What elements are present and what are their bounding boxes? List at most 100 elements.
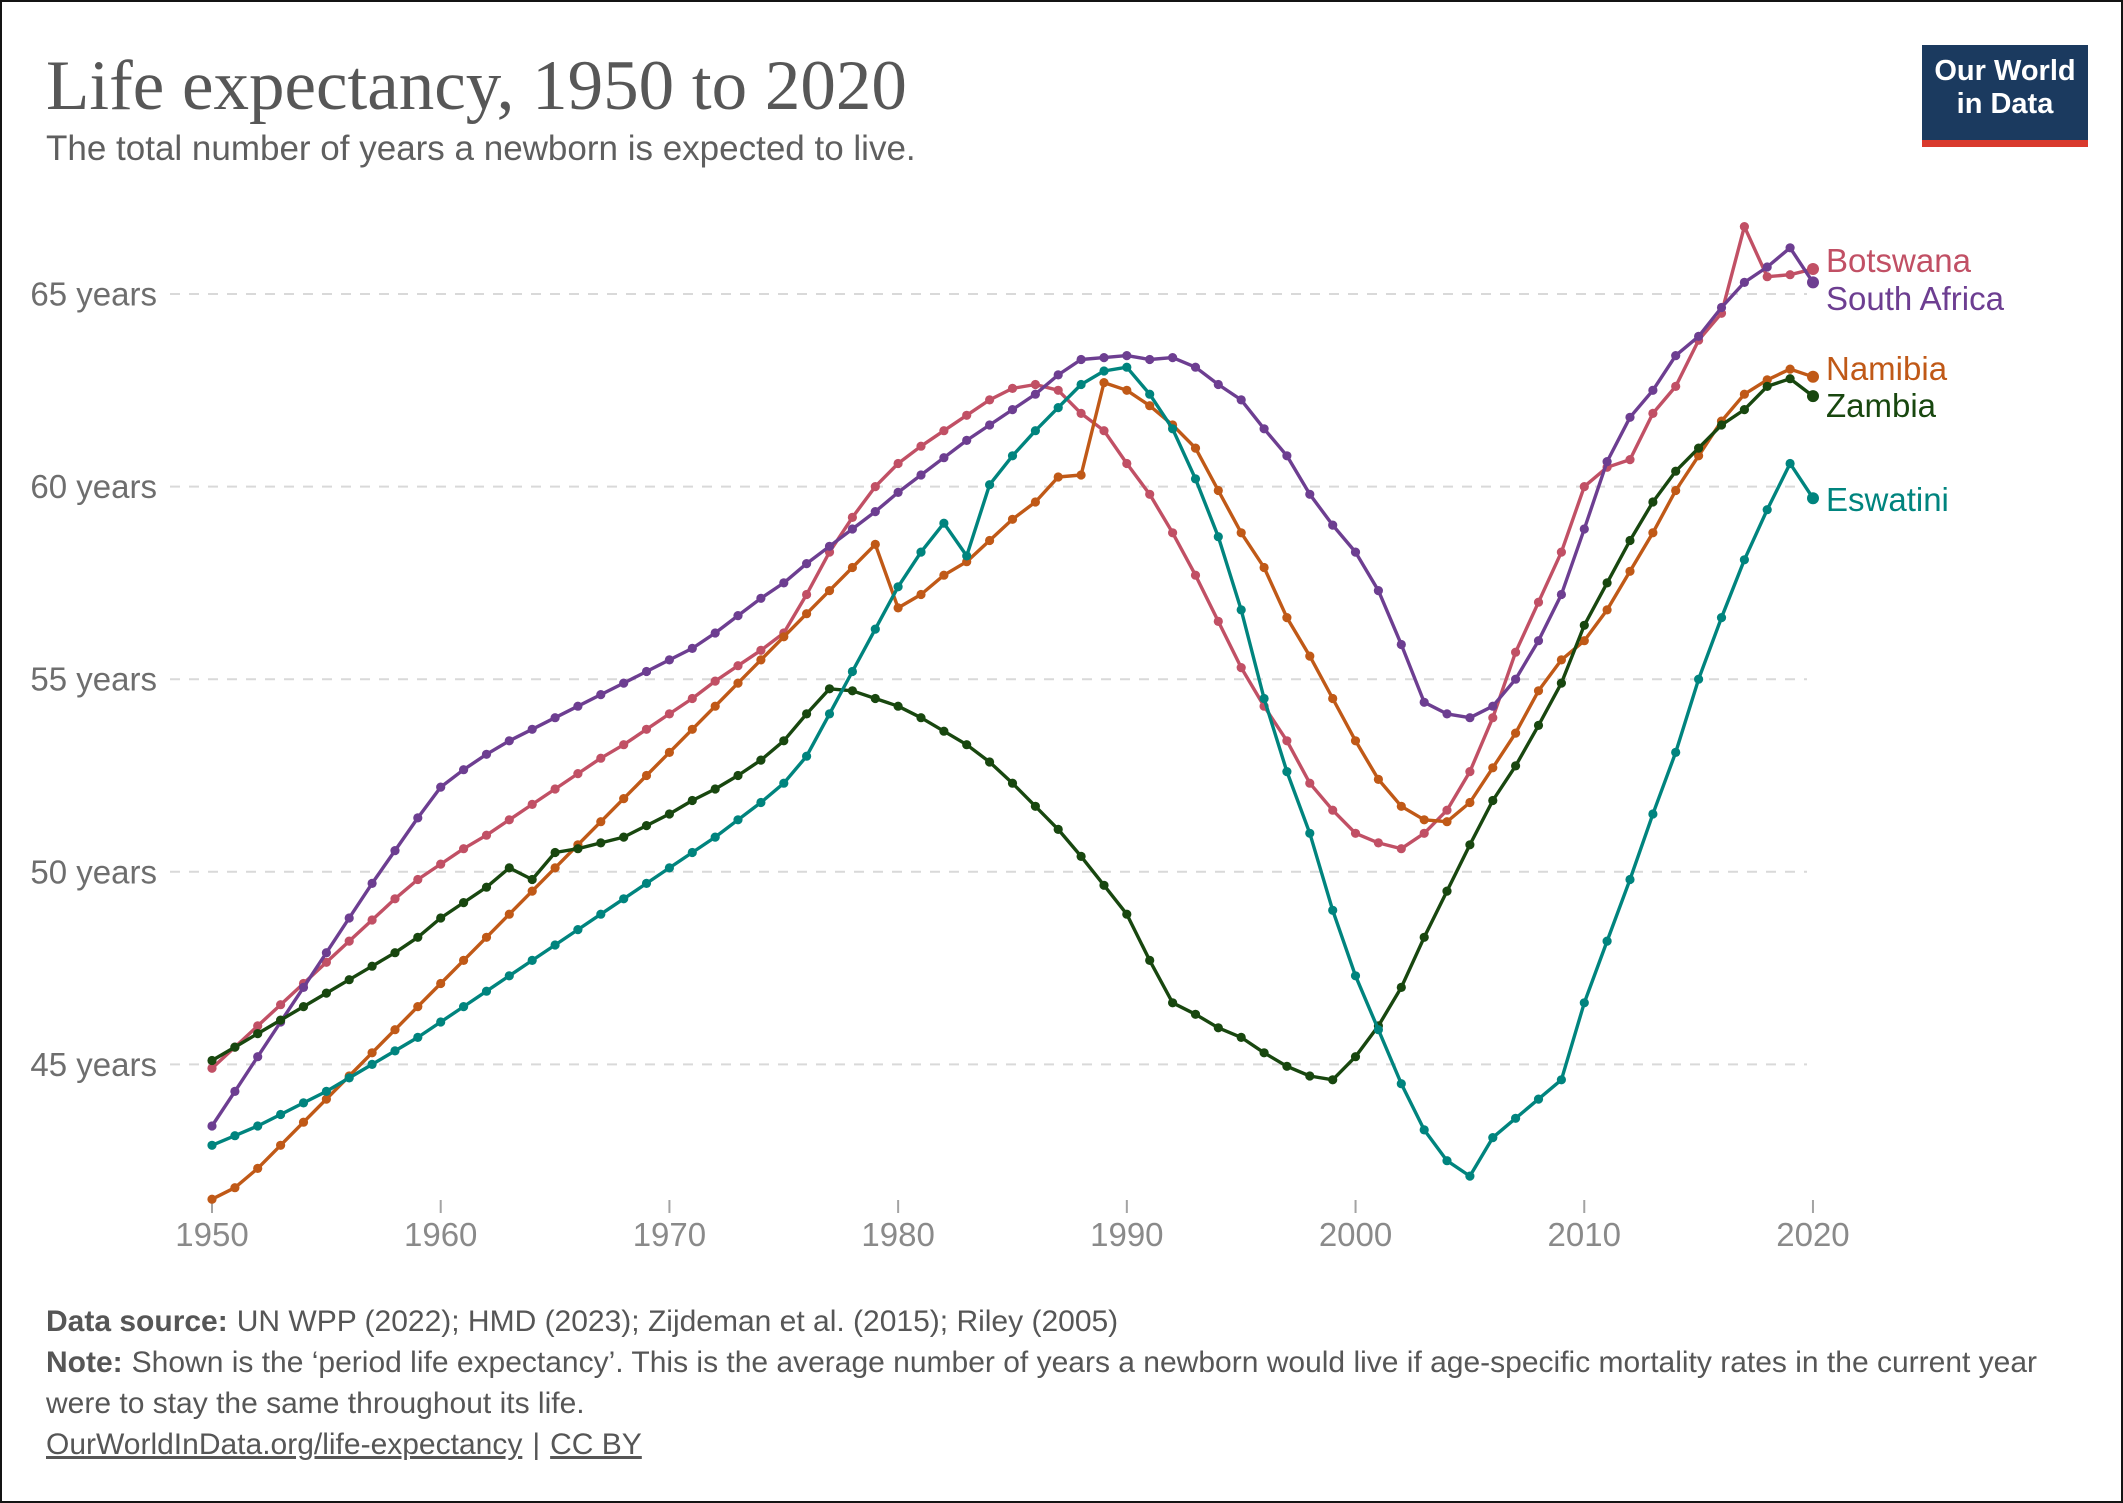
data-point-eswatini-1975 bbox=[779, 778, 789, 788]
data-point-zambia-1989 bbox=[1099, 880, 1109, 890]
y-axis-label-50: 50 years bbox=[30, 853, 157, 890]
data-point-namibia-1982 bbox=[939, 570, 949, 580]
data-point-botswana-2012 bbox=[1625, 455, 1635, 465]
data-point-south-africa-2008 bbox=[1533, 636, 1544, 646]
legend-label-namibia[interactable]: Namibia bbox=[1826, 349, 1948, 387]
data-point-zambia-1978 bbox=[847, 686, 858, 696]
y-axis-label-55: 55 years bbox=[30, 661, 157, 698]
data-point-eswatini-1964 bbox=[527, 955, 537, 966]
legend-label-south-africa[interactable]: South Africa bbox=[1826, 280, 2004, 318]
legend-label-botswana[interactable]: Botswana bbox=[1826, 241, 1971, 279]
data-point-south-africa-1992 bbox=[1168, 353, 1178, 363]
legend-label-eswatini[interactable]: Eswatini bbox=[1826, 481, 1949, 519]
data-point-zambia-2015 bbox=[1694, 443, 1704, 453]
data-point-zambia-1969 bbox=[641, 821, 652, 831]
data-point-namibia-2020 bbox=[1807, 370, 1819, 383]
data-point-namibia-1959 bbox=[413, 1002, 423, 1012]
data-point-south-africa-2012 bbox=[1625, 412, 1635, 422]
data-point-eswatini-1958 bbox=[390, 1046, 400, 1056]
data-point-eswatini-1967 bbox=[596, 909, 606, 919]
data-point-namibia-1993 bbox=[1190, 443, 1201, 453]
data-point-botswana-2017 bbox=[1739, 222, 1749, 232]
data-point-south-africa-1986 bbox=[1030, 389, 1040, 399]
data-point-south-africa-1960 bbox=[436, 782, 446, 792]
data-point-south-africa-1952 bbox=[253, 1052, 263, 1062]
data-point-zambia-1970 bbox=[664, 809, 675, 819]
data-point-eswatini-1954 bbox=[298, 1098, 309, 1108]
data-point-namibia-1957 bbox=[367, 1048, 377, 1058]
data-point-namibia-2007 bbox=[1511, 728, 1521, 738]
data-point-zambia-2007 bbox=[1511, 761, 1521, 771]
data-point-botswana-1987 bbox=[1053, 385, 1063, 395]
series-line-south-africa[interactable] bbox=[210, 246, 1815, 1128]
data-point-south-africa-1961 bbox=[459, 765, 469, 775]
legend-label-zambia[interactable]: Zambia bbox=[1826, 387, 1937, 425]
data-point-south-africa-2017 bbox=[1739, 277, 1749, 287]
data-point-zambia-1959 bbox=[413, 932, 423, 942]
data-point-zambia-1956 bbox=[344, 975, 354, 985]
data-point-south-africa-1973 bbox=[733, 611, 743, 621]
series-line-zambia[interactable] bbox=[210, 377, 1815, 1082]
owid-url-link[interactable]: OurWorldInData.org/life-expectancy bbox=[46, 1428, 523, 1461]
data-point-eswatini-1970 bbox=[664, 863, 675, 873]
data-point-south-africa-1988 bbox=[1076, 354, 1086, 365]
data-point-eswatini-1978 bbox=[847, 666, 858, 677]
data-point-eswatini-2003 bbox=[1419, 1125, 1429, 1135]
data-point-namibia-1975 bbox=[779, 632, 789, 642]
data-point-namibia-2005 bbox=[1465, 797, 1475, 808]
data-point-eswatini-2018 bbox=[1762, 505, 1772, 515]
y-gridlines: 65 years 60 years 55 years 50 years 45 years bbox=[30, 276, 1807, 1083]
data-point-namibia-1976 bbox=[802, 609, 812, 619]
data-point-zambia-1973 bbox=[733, 770, 743, 781]
data-point-botswana-1957 bbox=[367, 915, 377, 925]
data-point-eswatini-1953 bbox=[276, 1109, 286, 1120]
data-point-zambia-2017 bbox=[1739, 405, 1749, 415]
data-point-eswatini-1979 bbox=[870, 624, 880, 634]
data-point-zambia-1977 bbox=[824, 684, 835, 694]
data-point-eswatini-1995 bbox=[1236, 605, 1246, 615]
cc-by-link[interactable]: CC BY bbox=[550, 1428, 642, 1461]
data-point-namibia-1985 bbox=[1007, 514, 1018, 524]
data-point-botswana-1971 bbox=[687, 693, 697, 704]
data-point-south-africa-2002 bbox=[1396, 639, 1406, 650]
data-point-botswana-2009 bbox=[1556, 547, 1566, 557]
data-point-botswana-1983 bbox=[962, 410, 972, 420]
data-point-botswana-2004 bbox=[1442, 805, 1452, 815]
data-point-eswatini-2001 bbox=[1373, 1025, 1383, 1035]
data-point-zambia-1980 bbox=[893, 701, 903, 711]
series-zambia bbox=[207, 374, 1819, 1085]
series-line-eswatini[interactable] bbox=[210, 365, 1815, 1178]
data-point-zambia-1992 bbox=[1168, 998, 1178, 1008]
data-point-botswana-1994 bbox=[1213, 616, 1223, 627]
data-point-namibia-2000 bbox=[1350, 736, 1361, 746]
data-source-label: Data source: bbox=[46, 1305, 228, 1338]
data-point-namibia-1953 bbox=[276, 1140, 286, 1150]
data-point-botswana-1974 bbox=[756, 645, 766, 655]
data-point-eswatini-2004 bbox=[1442, 1156, 1452, 1166]
data-point-botswana-2006 bbox=[1488, 713, 1498, 723]
data-point-zambia-1999 bbox=[1328, 1075, 1338, 1085]
note-text: Shown is the ‘period life expectancy’. T… bbox=[46, 1346, 2038, 1420]
data-point-botswana-2007 bbox=[1511, 647, 1521, 657]
data-point-eswatini-1989 bbox=[1099, 366, 1109, 376]
data-point-eswatini-1980 bbox=[893, 582, 903, 592]
series-line-botswana[interactable] bbox=[210, 224, 1815, 1070]
data-point-namibia-1955 bbox=[321, 1094, 331, 1104]
series-south-africa bbox=[207, 243, 1819, 1131]
data-point-botswana-1993 bbox=[1190, 570, 1201, 580]
link-line: OurWorldInData.org/life-expectancy | CC BY bbox=[46, 1424, 2098, 1465]
data-point-namibia-1997 bbox=[1282, 613, 1292, 623]
data-point-south-africa-1950 bbox=[207, 1121, 217, 1131]
data-point-eswatini-2020 bbox=[1807, 492, 1819, 505]
data-point-botswana-1982 bbox=[939, 426, 949, 436]
data-point-botswana-1979 bbox=[870, 482, 880, 492]
data-point-namibia-1951 bbox=[230, 1183, 240, 1193]
data-point-south-africa-1965 bbox=[550, 713, 560, 723]
data-point-zambia-1957 bbox=[367, 961, 377, 971]
x-axis-label-1950: 1950 bbox=[175, 1216, 248, 1253]
data-point-zambia-2011 bbox=[1602, 578, 1612, 588]
data-point-eswatini-1992 bbox=[1168, 424, 1178, 434]
data-point-botswana-1980 bbox=[893, 458, 903, 469]
x-axis-label-2010: 2010 bbox=[1548, 1216, 1621, 1253]
data-point-eswatini-2005 bbox=[1465, 1171, 1475, 1181]
